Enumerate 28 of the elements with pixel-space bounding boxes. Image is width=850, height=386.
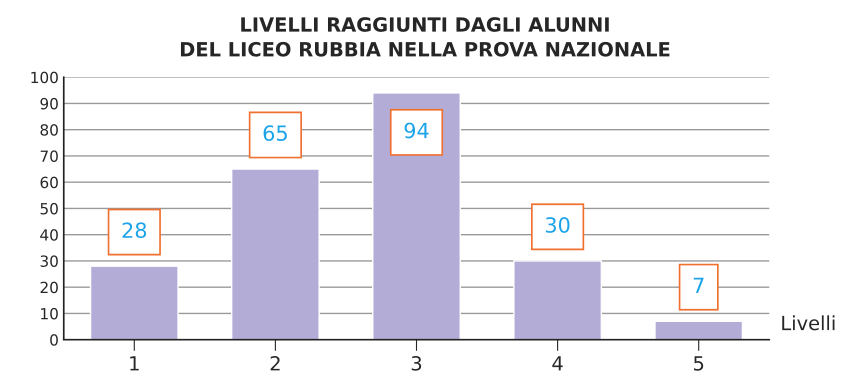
chart-title: LIVELLI RAGGIUNTI DAGLI ALUNNI DEL LICEO RUBBIA NELLA PROVA NAZIONALE <box>180 17 670 57</box>
y-tick-label: 0 <box>50 334 58 346</box>
x-tick-label: 2 <box>270 356 280 370</box>
data-label: 65 <box>264 125 287 141</box>
data-label: 30 <box>546 217 570 233</box>
x-tick-label: 4 <box>552 356 563 370</box>
data-label: 94 <box>404 122 429 138</box>
x-tick-label: 3 <box>412 356 422 371</box>
data-label: 28 <box>122 222 146 238</box>
y-tick-label: 20 <box>40 282 58 294</box>
bar <box>230 168 320 340</box>
y-tick-label: 40 <box>40 229 58 241</box>
x-tick-label: 5 <box>694 356 704 371</box>
data-label: 7 <box>694 278 704 293</box>
bar <box>372 92 461 340</box>
x-axis-title: Livelli <box>782 315 834 330</box>
y-tick-label: 30 <box>40 255 58 267</box>
y-tick-label: 10 <box>41 308 58 320</box>
y-tick-label: 100 <box>31 72 58 84</box>
y-tick-label: 50 <box>40 202 58 214</box>
bar <box>654 320 744 340</box>
y-tick-label: 70 <box>40 150 58 162</box>
y-tick-label: 90 <box>40 98 58 110</box>
y-tick-label: 80 <box>40 124 58 136</box>
y-tick-label: 60 <box>40 176 58 188</box>
bar <box>513 260 602 340</box>
x-tick-label: 1 <box>130 356 139 370</box>
bar <box>90 265 179 340</box>
